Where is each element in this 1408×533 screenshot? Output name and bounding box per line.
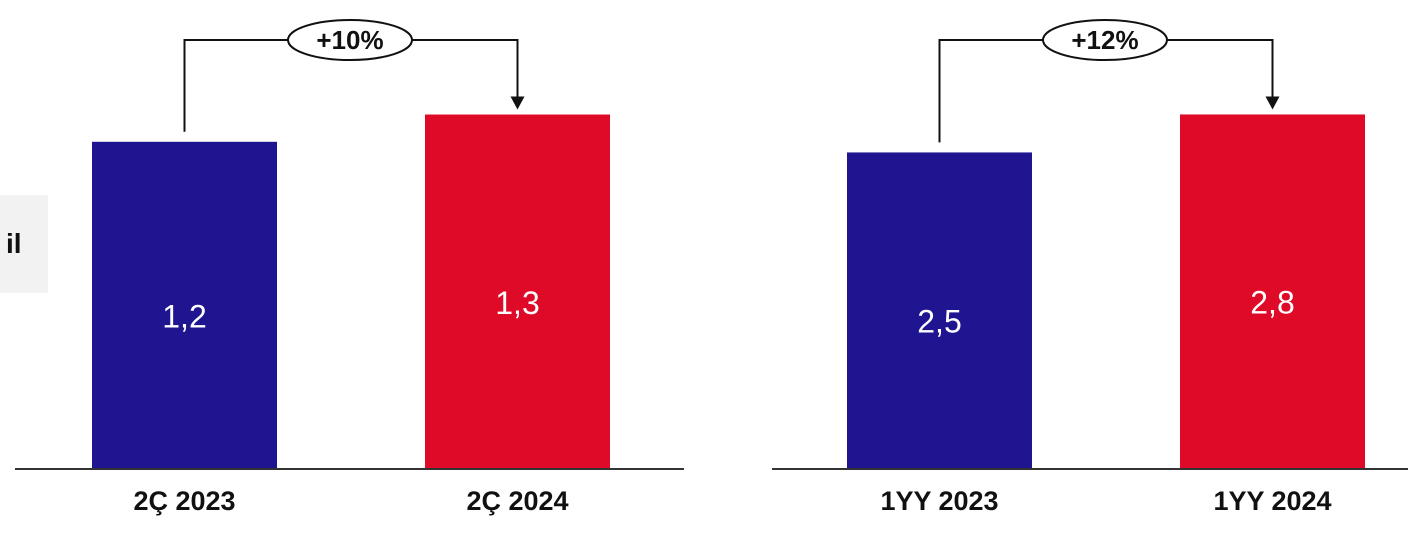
side-tab[interactable]: il [0,195,48,293]
bar-value-label: 1,3 [495,285,539,321]
bar [847,152,1032,470]
bar-value-label: 1,2 [162,298,206,334]
side-tab-label: il [6,228,22,259]
growth-label: +12% [1071,25,1138,55]
growth-badge [1042,19,1168,61]
growth-label: +10% [316,25,383,55]
growth-arrowhead [1265,96,1280,110]
bar [425,114,610,470]
category-label: 1YY 2024 [1213,486,1331,516]
bar-value-label: 2,8 [1250,285,1294,321]
bar [92,141,277,470]
category-label: 2Ç 2023 [133,486,235,516]
category-label: 1YY 2023 [880,486,998,516]
growth-arrowhead [510,96,525,110]
growth-badge [287,19,413,61]
bar [1180,114,1365,469]
category-label: 2Ç 2024 [466,486,568,516]
bar-value-label: 2,5 [917,304,961,340]
